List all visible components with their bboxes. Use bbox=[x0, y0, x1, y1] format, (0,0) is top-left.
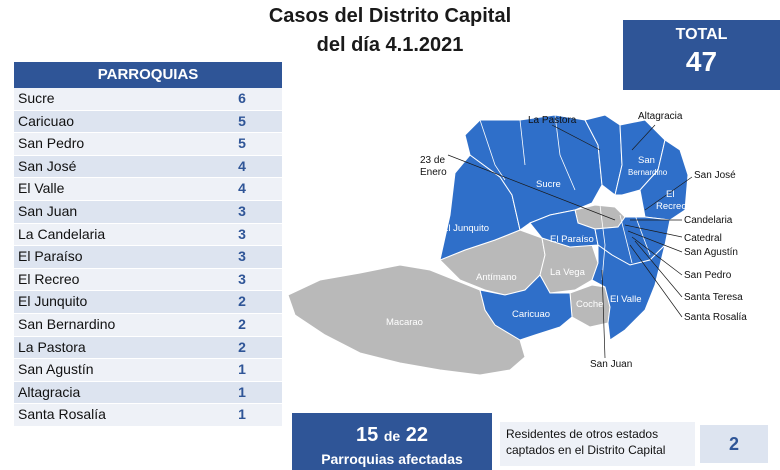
affected-parishes-box: 15 de 22 Parroquias afectadas bbox=[292, 413, 492, 470]
label-altagracia: Altagracia bbox=[638, 111, 683, 122]
label-san-bernardino-2: Bernardino bbox=[628, 168, 668, 177]
map-region-caricuao bbox=[479, 274, 573, 341]
parroquias-table: PARROQUIAS Sucre 6 Caricuao 5 San Pedro 5 S… bbox=[14, 62, 282, 427]
row-name: Altagracia bbox=[18, 383, 81, 400]
table-row: El Junquito 2 bbox=[14, 291, 282, 314]
map-leader-lines bbox=[447, 124, 693, 359]
total-label: TOTAL bbox=[675, 26, 728, 43]
title-line-2: del día 4.1.2021 bbox=[316, 34, 464, 56]
residents-line-1: Residentes de otros estados bbox=[506, 427, 659, 441]
row-count: 4 bbox=[238, 157, 246, 174]
row-name: San Bernardino bbox=[18, 315, 116, 332]
row-count: 3 bbox=[238, 225, 246, 242]
label-san-jose: San José bbox=[694, 170, 736, 181]
label-el-valle: El Valle bbox=[610, 294, 642, 305]
table-row: San Bernardino 2 bbox=[14, 313, 282, 337]
row-count: 1 bbox=[238, 361, 246, 378]
table-row: El Paraíso 3 bbox=[14, 246, 282, 269]
affected-of-total: 22 bbox=[405, 424, 428, 446]
row-name: La Candelaria bbox=[18, 225, 106, 242]
row-count: 2 bbox=[238, 315, 246, 332]
table-row: San José 4 bbox=[14, 155, 282, 179]
total-value: 47 bbox=[685, 46, 718, 77]
table-row: San Agustín 1 bbox=[14, 359, 282, 382]
affected-connector: de bbox=[383, 428, 401, 444]
label-el-recreo-2: Recreo bbox=[656, 201, 687, 212]
residents-value: 2 bbox=[700, 425, 768, 463]
table-row: El Valle 4 bbox=[14, 178, 282, 201]
label-la-pastora: La Pastora bbox=[528, 115, 577, 126]
table-row: El Recreo 3 bbox=[14, 268, 282, 292]
label-23-enero-1: 23 de bbox=[420, 155, 445, 166]
row-name: San Pedro bbox=[18, 135, 85, 152]
label-catedral: Catedral bbox=[684, 233, 722, 244]
map-boundaries bbox=[479, 114, 651, 281]
table-row: La Pastora 2 bbox=[14, 336, 282, 360]
table-row: San Juan 3 bbox=[14, 200, 282, 224]
residents-label-box: Residentes de otros estados captados en … bbox=[500, 422, 695, 466]
label-santa-teresa: Santa Teresa bbox=[684, 292, 743, 303]
label-la-vega: La Vega bbox=[550, 267, 586, 278]
table-row: Altagracia 1 bbox=[14, 381, 282, 405]
row-count: 1 bbox=[238, 406, 246, 423]
row-count: 3 bbox=[238, 248, 246, 265]
label-coche: Coche bbox=[576, 299, 603, 310]
label-san-juan: San Juan bbox=[590, 359, 632, 370]
table-header: PARROQUIAS bbox=[14, 62, 282, 88]
table-header-label: PARROQUIAS bbox=[97, 66, 199, 83]
label-el-junquito: El Junquito bbox=[442, 223, 489, 234]
row-count: 5 bbox=[238, 135, 246, 152]
label-el-recreo-1: El bbox=[666, 189, 674, 200]
affected-count: 15 de 22 bbox=[292, 424, 492, 447]
row-name: El Recreo bbox=[18, 270, 80, 287]
table-body: Sucre 6 Caricuao 5 San Pedro 5 San José 4 El… bbox=[14, 88, 282, 427]
label-san-agustin: San Agustín bbox=[684, 247, 738, 258]
row-count: 4 bbox=[238, 180, 246, 197]
row-name: San Agustín bbox=[18, 361, 94, 378]
table-row: La Candelaria 3 bbox=[14, 223, 282, 247]
row-name: El Valle bbox=[18, 180, 65, 197]
row-count: 2 bbox=[238, 293, 246, 310]
row-count: 3 bbox=[238, 202, 246, 219]
label-caricuao: Caricuao bbox=[512, 309, 550, 320]
row-count: 3 bbox=[238, 270, 246, 287]
total-box: TOTAL 47 bbox=[623, 20, 780, 90]
label-antimano: Antímano bbox=[476, 272, 517, 283]
district-map: La Pastora Altagracia 23 de Enero San Jo… bbox=[287, 111, 747, 376]
row-name: Santa Rosalía bbox=[18, 406, 106, 423]
row-count: 1 bbox=[238, 383, 246, 400]
table-row: Caricuao 5 bbox=[14, 110, 282, 134]
label-macarao: Macarao bbox=[386, 317, 423, 328]
table-row: San Pedro 5 bbox=[14, 133, 282, 156]
label-candelaria: Candelaria bbox=[684, 215, 733, 226]
affected-label: Parroquias afectadas bbox=[321, 451, 463, 467]
row-count: 2 bbox=[238, 338, 246, 355]
label-23-enero-2: Enero bbox=[420, 167, 447, 178]
table-row: Santa Rosalía 1 bbox=[14, 404, 282, 427]
row-name: El Paraíso bbox=[18, 248, 83, 265]
title-line-1: Casos del Distrito Capital bbox=[268, 5, 512, 27]
row-name: San José bbox=[18, 157, 77, 174]
affected-count-value: 15 bbox=[356, 424, 379, 446]
row-name: San Juan bbox=[18, 202, 78, 219]
label-santa-rosalia: Santa Rosalía bbox=[684, 312, 747, 323]
row-name: Sucre bbox=[18, 90, 55, 106]
row-name: La Pastora bbox=[18, 338, 86, 355]
label-el-paraiso: El Paraíso bbox=[550, 234, 594, 245]
label-san-bernardino-1: San bbox=[638, 155, 655, 166]
table-row: Sucre 6 bbox=[14, 88, 282, 111]
row-count: 6 bbox=[238, 90, 246, 106]
row-name: Caricuao bbox=[18, 112, 75, 129]
row-count: 5 bbox=[238, 112, 246, 129]
row-name: El Junquito bbox=[18, 293, 88, 310]
page-title: Casos del Distrito Capital del día 4.1.2… bbox=[200, 2, 580, 60]
label-san-pedro: San Pedro bbox=[684, 270, 732, 281]
map-region-el-recreo bbox=[639, 139, 689, 221]
label-sucre: Sucre bbox=[536, 179, 561, 190]
residents-line-2: captados en el Distrito Capital bbox=[506, 443, 666, 457]
